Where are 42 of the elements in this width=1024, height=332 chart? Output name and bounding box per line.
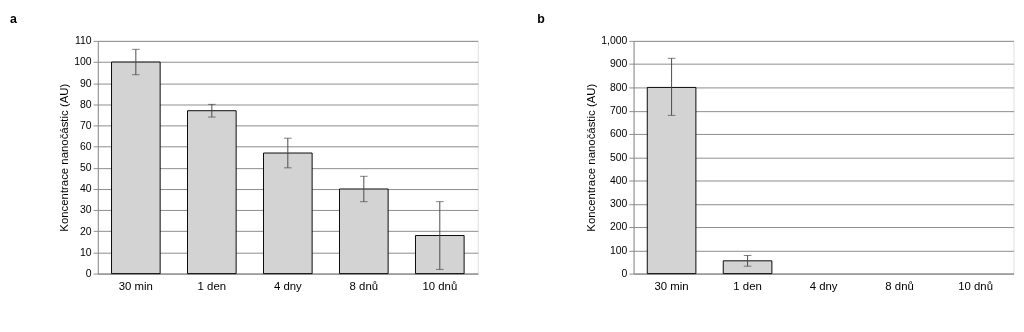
x-tick-label: 10 dnů [958, 280, 993, 293]
x-tick-label: 8 dnů [349, 280, 379, 293]
y-tick-label: 900 [609, 58, 628, 70]
y-tick-label: 50 [80, 162, 92, 174]
y-tick-label: 100 [74, 56, 92, 68]
y-tick-label: 1,000 [601, 35, 628, 47]
chart-title: a [10, 11, 18, 26]
bar [111, 61, 161, 275]
y-tick-label: 100 [609, 244, 628, 256]
x-tick-label: 4 dny [273, 280, 303, 293]
y-tick-label: 80 [80, 98, 92, 110]
y-tick-label: 70 [80, 119, 92, 131]
bar [339, 188, 389, 275]
bar [263, 152, 313, 275]
x-tick-label: 8 dnů [885, 280, 914, 293]
y-tick-label: 60 [80, 141, 92, 152]
x-tick-label: 30 min [118, 280, 153, 293]
x-tick-label: 30 min [654, 280, 689, 293]
y-tick-label: 300 [609, 198, 628, 210]
y-tick-label: 20 [80, 225, 92, 237]
x-tick-label: 10 dnů [422, 280, 458, 293]
x-tick-label: 1 den [197, 280, 227, 293]
y-tick-label: 10 [80, 246, 92, 258]
bar [415, 235, 465, 275]
y-tick-label: 30 [80, 204, 92, 216]
y-tick-label: 700 [609, 105, 628, 117]
y-axis-title: Koncentrace nanočástic (AU) [57, 83, 70, 232]
y-tick-label: 40 [80, 183, 92, 195]
chart-title: b [537, 11, 546, 26]
y-tick-label: 400 [609, 174, 628, 186]
y-tick-label: 90 [80, 77, 92, 89]
x-tick-label: 1 den [733, 280, 762, 293]
x-tick-label: 4 dny [809, 280, 838, 293]
y-tick-label: 0 [621, 267, 628, 279]
y-tick-label: 600 [609, 128, 628, 140]
y-tick-label: 500 [609, 151, 628, 163]
y-tick-label: 800 [609, 81, 628, 93]
y-axis-title: Koncentrace nanočástic (AU) [584, 83, 597, 232]
y-tick-label: 0 [85, 267, 92, 279]
y-tick-label: 110 [75, 35, 92, 47]
y-tick-label: 200 [609, 221, 628, 233]
bar [187, 110, 237, 275]
